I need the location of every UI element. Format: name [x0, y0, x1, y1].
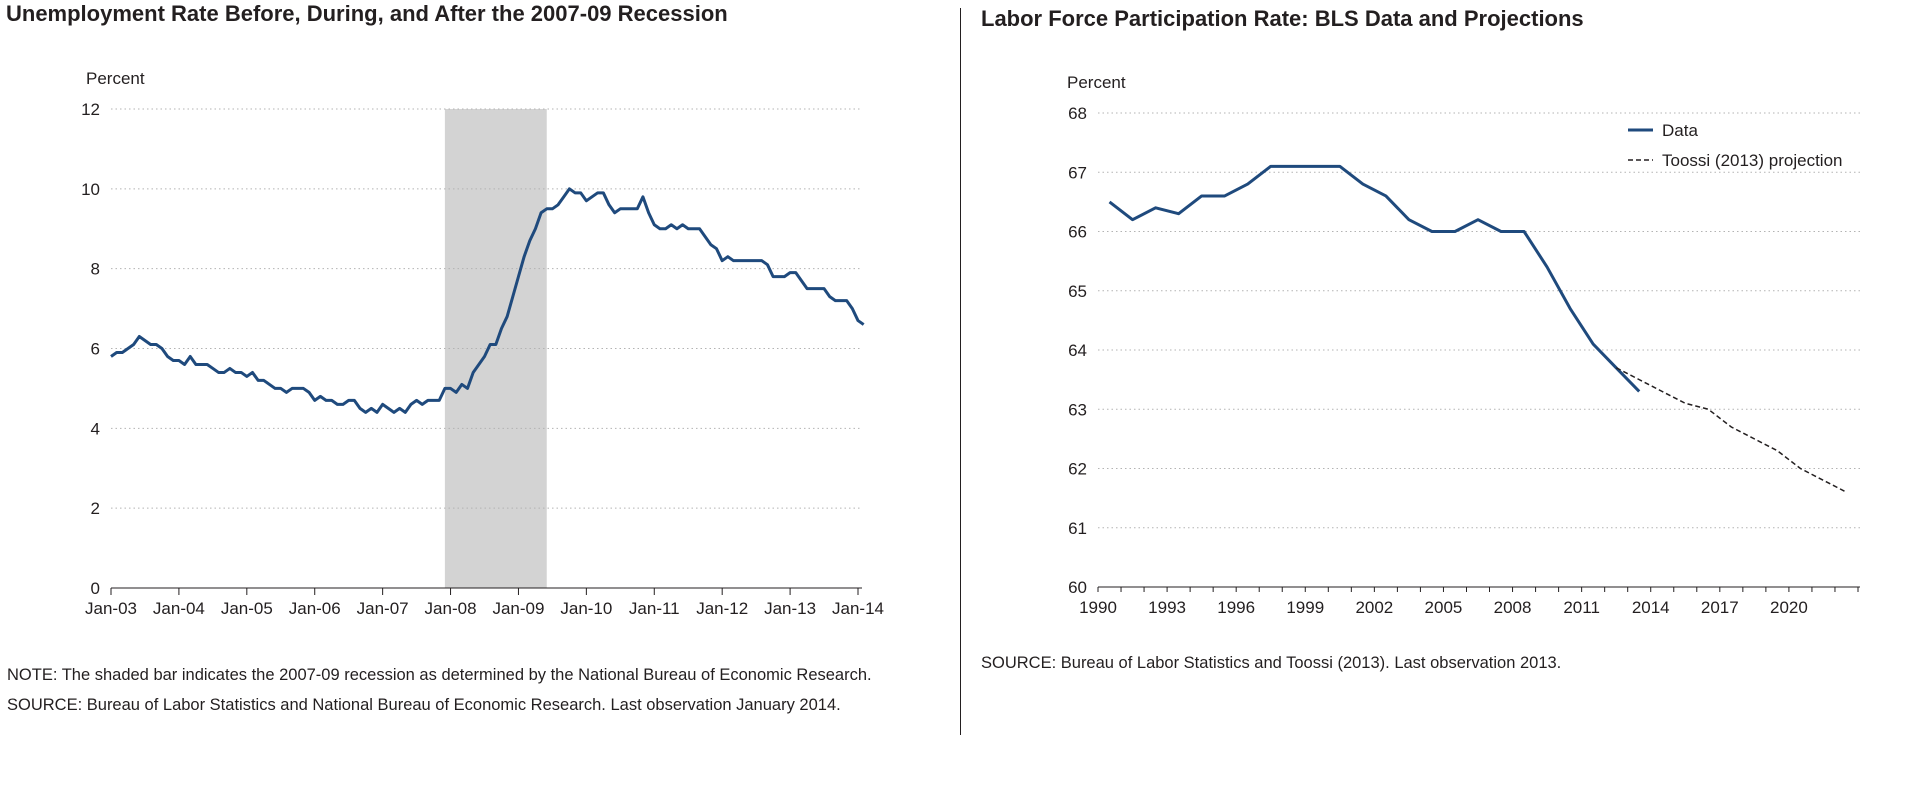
legend: Data Toossi (2013) projection [1628, 121, 1842, 170]
x-tick-label: 2002 [1355, 598, 1393, 617]
x-tick-label: Jan-06 [289, 599, 341, 618]
left-note: NOTE: The shaded bar indicates the 2007-… [7, 666, 872, 684]
y-axis-label: Percent [1067, 73, 1126, 92]
x-tick-label: 2017 [1701, 598, 1739, 617]
unemployment-series-line [110, 187, 865, 414]
y-tick-label: 64 [1068, 341, 1087, 360]
left-chart-title: Unemployment Rate Before, During, and Af… [6, 1, 728, 26]
x-tick-label: 2008 [1494, 598, 1532, 617]
y-tick-label: 60 [1068, 578, 1087, 597]
right-source: SOURCE: Bureau of Labor Statistics and T… [981, 654, 1562, 672]
x-tick-label: 2011 [1563, 598, 1600, 617]
y-tick-label: 4 [91, 419, 100, 438]
y-tick-label: 6 [91, 340, 100, 359]
x-tick-label: Jan-12 [696, 599, 748, 618]
x-tick-label: Jan-09 [492, 599, 544, 618]
x-tick-label: Jan-13 [764, 599, 816, 618]
x-tick-label: Jan-07 [357, 599, 409, 618]
left-source: SOURCE: Bureau of Labor Statistics and N… [7, 696, 841, 714]
y-axis-label: Percent [86, 69, 145, 88]
x-tick-label: Jan-04 [153, 599, 205, 618]
right-chart-title: Labor Force Participation Rate: BLS Data… [981, 6, 1584, 31]
y-tick-label: 66 [1068, 223, 1087, 242]
x-tick-label: Jan-03 [85, 599, 137, 618]
y-tick-label: 10 [81, 180, 100, 199]
participation-chart: 60 61 62 63 64 65 66 67 68 1990 1993 1996 1999 2002 20… [1067, 73, 1860, 617]
x-tick-label: Jan-14 [832, 599, 884, 618]
projection-series-line [1615, 367, 1847, 493]
legend-label-data: Data [1662, 121, 1698, 140]
y-tick-label: 2 [91, 499, 100, 518]
unemployment-chart: 0 2 4 6 8 10 12 Jan-03 Jan-04 Jan-05 Jan-06 Jan-07 J… [81, 69, 884, 618]
recession-shade [444, 109, 547, 588]
x-tick-label: 1996 [1217, 598, 1255, 617]
x-tick-label: 1993 [1148, 598, 1186, 617]
legend-label-projection: Toossi (2013) projection [1662, 151, 1842, 170]
y-tick-label: 67 [1068, 163, 1087, 182]
y-tick-label: 0 [91, 579, 100, 598]
y-tick-label: 12 [81, 100, 100, 119]
y-tick-label: 63 [1068, 400, 1087, 419]
y-tick-label: 61 [1068, 519, 1087, 538]
y-tick-label: 8 [91, 260, 100, 279]
panel-divider [960, 8, 961, 735]
x-tick-label: 2014 [1632, 598, 1670, 617]
data-series-line [1108, 164, 1641, 393]
x-tick-label: Jan-05 [221, 599, 273, 618]
x-tick-label: Jan-11 [629, 599, 680, 618]
x-tick-label: 2020 [1770, 598, 1808, 617]
y-tick-label: 65 [1068, 282, 1087, 301]
y-tick-label: 68 [1068, 104, 1087, 123]
y-tick-label: 62 [1068, 460, 1087, 479]
x-tick-label: 2005 [1425, 598, 1463, 617]
x-tick-label: Jan-08 [425, 599, 477, 618]
x-tick-label: 1990 [1079, 598, 1117, 617]
x-tick-label: 1999 [1286, 598, 1324, 617]
x-tick-label: Jan-10 [560, 599, 612, 618]
